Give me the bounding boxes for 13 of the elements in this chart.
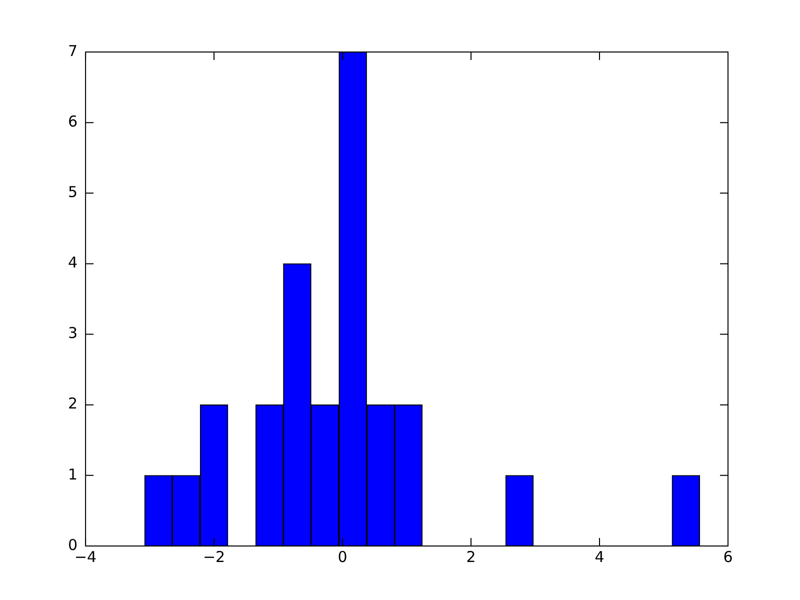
y-tick-label: 2 [68, 394, 78, 413]
y-tick-label: 5 [68, 183, 78, 202]
y-tick-label: 7 [68, 42, 78, 60]
x-tick-label: 0 [338, 548, 348, 566]
y-tick-label: 4 [68, 254, 78, 272]
x-tick-label: −2 [202, 548, 226, 566]
y-tick-label: 3 [68, 324, 78, 342]
y-tick-label: 0 [68, 536, 78, 554]
y-tick-label: 1 [68, 465, 78, 484]
x-tick-label: 4 [594, 548, 604, 566]
y-tick-label: 6 [68, 112, 78, 130]
x-tick-label: 6 [723, 548, 733, 566]
x-tick-label: 2 [466, 548, 476, 566]
